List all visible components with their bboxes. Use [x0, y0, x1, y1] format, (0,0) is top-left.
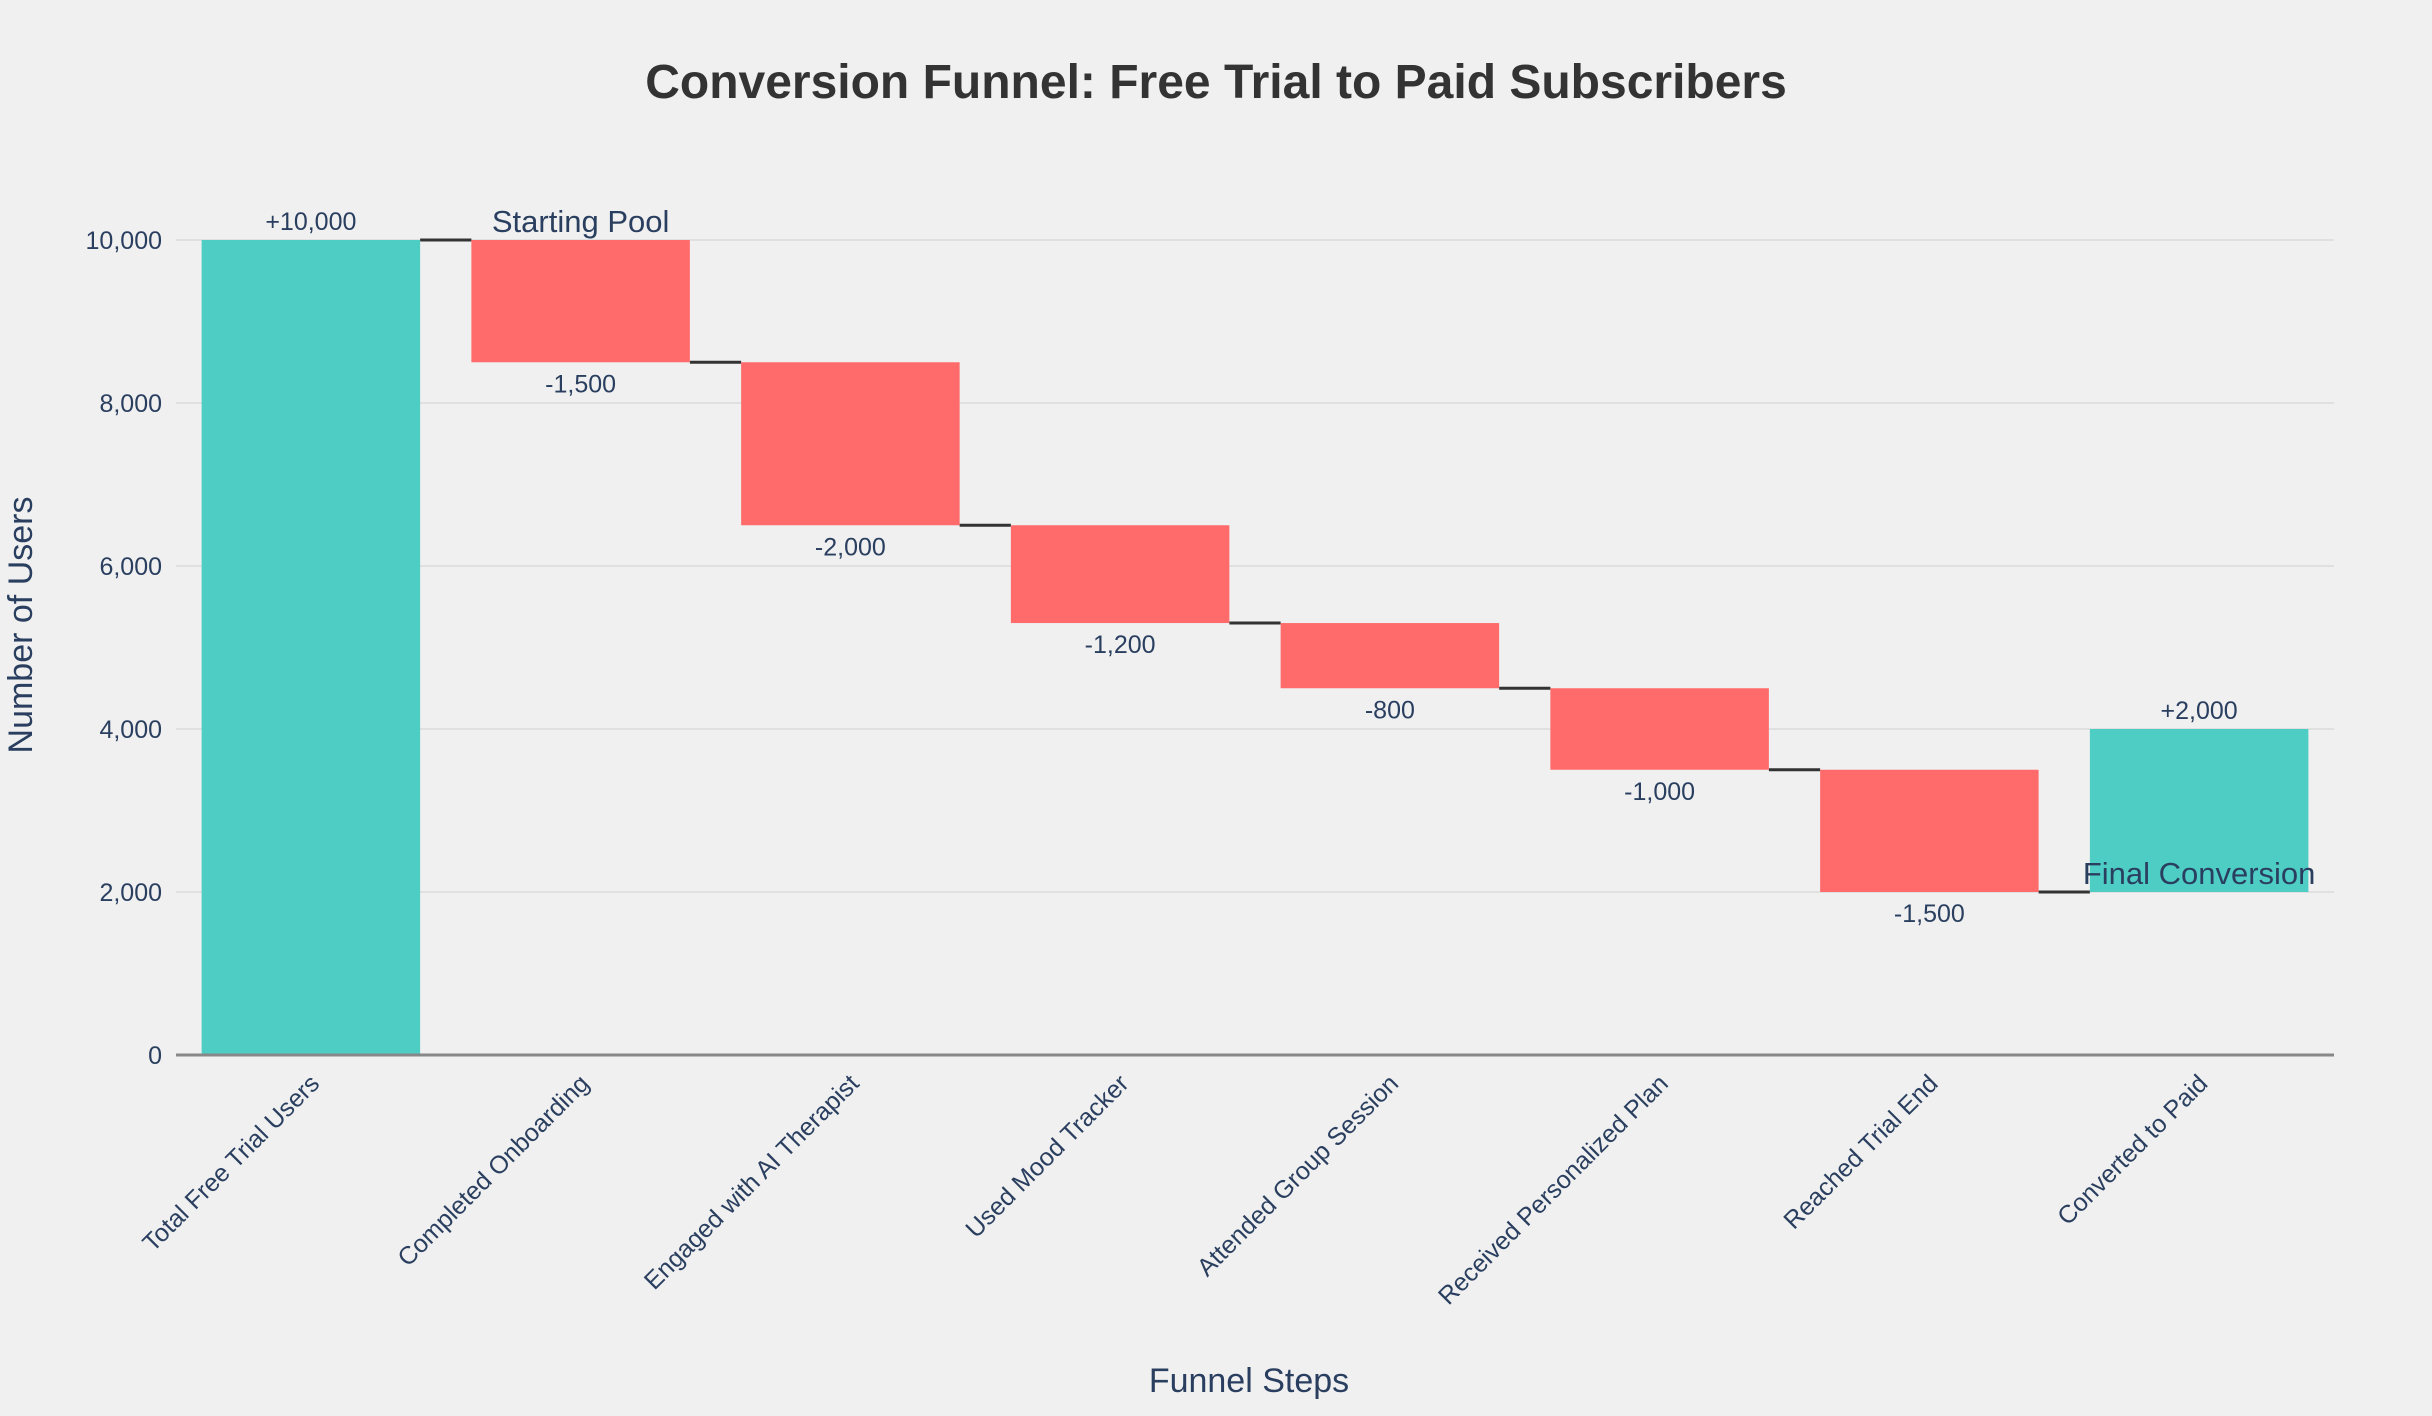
bar	[1550, 688, 1769, 770]
bar-label: -2,000	[815, 533, 886, 561]
x-tick-label: Attended Group Session	[1192, 1069, 1404, 1281]
x-tick-label: Converted to Paid	[2052, 1069, 2213, 1230]
y-tick-label: 2,000	[99, 879, 162, 907]
y-tick-label: 10,000	[86, 227, 162, 255]
y-tick-label: 8,000	[99, 390, 162, 418]
x-tick-label: Engaged with AI Therapist	[639, 1069, 865, 1295]
bar	[1280, 623, 1500, 689]
annotation: Starting Pool	[492, 204, 670, 239]
annotation: Final Conversion	[2083, 856, 2316, 891]
x-axis-title: Funnel Steps	[1149, 1362, 1349, 1400]
bar	[201, 240, 421, 1055]
x-tick-label: Completed Onboarding	[392, 1069, 595, 1272]
bar-labels: +10,000 -1,500 -2,000 -1,200 -800 -1,000 -1,50…	[265, 208, 2237, 928]
bar	[1010, 525, 1230, 624]
x-tick-label: Total Free Trial Users	[137, 1069, 325, 1257]
y-tick-label: 0	[148, 1042, 162, 1070]
bars	[201, 240, 2309, 1055]
bar	[2089, 729, 2309, 892]
bar-label: +10,000	[265, 208, 356, 236]
bar	[471, 240, 690, 363]
x-tick-label: Received Personalized Plan	[1433, 1069, 1674, 1310]
bar	[1820, 769, 2039, 892]
chart-title: Conversion Funnel: Free Trial to Paid Su…	[645, 56, 1787, 109]
x-axis-ticks: Total Free Trial Users Completed Onboardi…	[137, 1069, 2213, 1310]
y-axis-title: Number of Users	[2, 497, 40, 754]
x-tick-label: Reached Trial End	[1778, 1069, 1943, 1234]
x-tick-label: Used Mood Tracker	[960, 1069, 1134, 1243]
annotations: Starting Pool Final Conversion	[492, 204, 2316, 891]
connectors	[420, 238, 2090, 894]
bar-label: -1,000	[1624, 778, 1695, 806]
bar	[741, 362, 960, 526]
y-tick-label: 6,000	[99, 553, 162, 581]
bar-label: -1,500	[545, 370, 616, 398]
bar-label: -800	[1365, 696, 1415, 724]
y-axis-ticks: 0 2,000 4,000 6,000 8,000 10,000	[86, 227, 162, 1070]
bar-label: -1,200	[1085, 631, 1156, 659]
y-tick-label: 4,000	[99, 716, 162, 744]
bar-label: +2,000	[2161, 697, 2238, 725]
bar-label: -1,500	[1894, 900, 1965, 928]
